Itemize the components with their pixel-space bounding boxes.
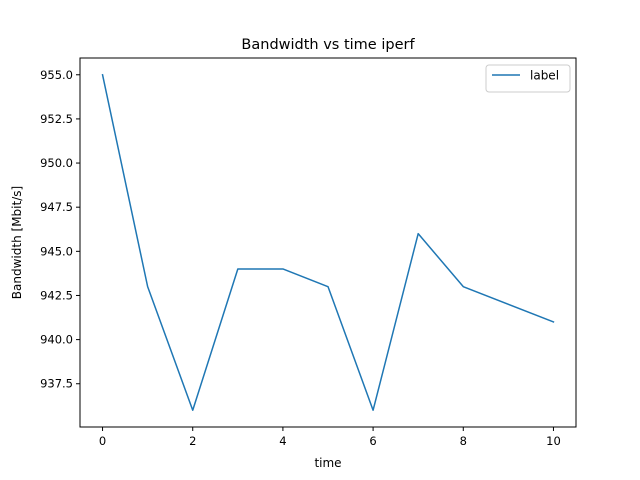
x-tick-label: 4 [279,434,286,448]
x-axis-label: time [314,456,341,470]
x-tick-label: 10 [546,434,561,448]
legend-label: label [530,69,559,83]
y-tick-label: 945.0 [40,244,73,258]
y-tick-label: 940.0 [40,333,73,347]
x-tick-label: 6 [369,434,376,448]
y-tick-label: 952.5 [40,112,73,126]
chart-title: Bandwidth vs time iperf [241,37,415,53]
plot-area: 0 2 4 6 8 10 937.5 940.0 942.5 945.0 947.5 950.0 95… [40,57,577,448]
y-tick-label: 947.5 [40,200,73,214]
x-axis: 0 2 4 6 8 10 [99,427,561,448]
series-line [101,73,555,411]
x-tick-label: 0 [99,434,106,448]
x-tick-label: 2 [189,434,196,448]
y-axis-label: Bandwidth [Mbit/s] [10,186,24,299]
legend-box [485,64,571,93]
x-tick-label: 8 [460,434,467,448]
y-tick-label: 937.5 [40,377,73,391]
y-tick-label: 942.5 [40,288,73,302]
y-tick-label: 950.0 [40,156,73,170]
legend: label [485,64,571,93]
y-tick-label: 955.0 [40,68,73,82]
y-axis: 937.5 940.0 942.5 945.0 947.5 950.0 952.5 955.0 [40,68,80,391]
plot-frame [79,57,577,428]
series-layer [101,73,555,411]
